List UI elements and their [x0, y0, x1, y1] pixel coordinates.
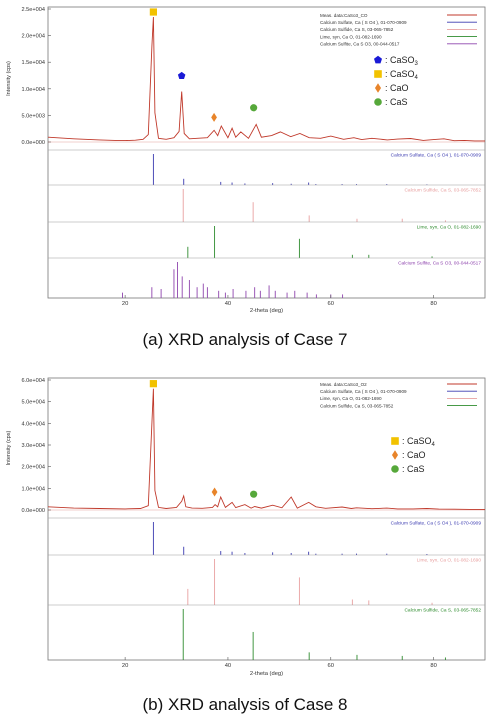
phase-legend-marker: [391, 450, 399, 460]
phase-legend-marker: [391, 465, 399, 473]
phase-legend-marker: [374, 55, 382, 64]
y-tick-label: 1.5e+004: [22, 60, 46, 66]
phase-legend-marker: [374, 83, 382, 93]
phase-legend-marker: [374, 98, 382, 106]
y-tick-label: 0.0e+000: [22, 140, 46, 146]
reference-panel-label: Calcium Sulfite, Ca S O3, 00-044-0517: [398, 261, 481, 267]
legend-entry-label: Calcium Sulfide, Ca S, 03-065-7852: [320, 27, 394, 32]
legend-entry-label: Meas. data:CaSo3_CO: [320, 13, 368, 18]
phase-legend-label: : CaS: [385, 97, 408, 107]
reference-panel-label: Calcium Sulfide, Ca S, 03-065-7852: [404, 188, 481, 194]
reference-panel-label: Calcium Sulfide, Ca S, 03-065-7852: [404, 608, 481, 614]
plot-frame: [47, 377, 486, 661]
phase-legend-label: : CaS: [402, 464, 425, 474]
y-tick-label: 2.0e+004: [22, 34, 46, 40]
peak-marker-caso3: [177, 71, 186, 79]
xrd-chart-case-7: 0.0e+000 5.0e+003 1.0e+004 1.5e+004 2.0e+004…: [6, 6, 486, 349]
legend-entry-label: Calcium Sulfide, Ca S, 03-065-7852: [320, 403, 394, 408]
x-tick-label: 80: [430, 301, 436, 307]
x-tick-label: 60: [328, 663, 334, 669]
peak-marker-cao: [211, 487, 218, 497]
x-tick-label: 20: [122, 301, 128, 307]
legend-entry-label: Lime, syn, Ca O, 01-082-1690: [320, 396, 382, 401]
y-tick-label: 2.5e+004: [22, 7, 46, 13]
legend-entry-label: Calcium Sulfate, Ca ( S O4 ), 01-070-090…: [320, 20, 407, 25]
y-tick-label: 0.0e+000: [22, 508, 46, 514]
plot-frame: [47, 6, 486, 299]
phase-legend-subscript: 3: [415, 61, 419, 67]
phase-legend-label: : CaO: [402, 450, 426, 460]
phase-legend-label: : CaO: [385, 83, 409, 93]
legend-entry-label: Meas. data:CaSo3_O2: [320, 382, 367, 387]
legend-entry-label: Calcium Sulfite, Ca S O3, 00-044-0517: [320, 42, 400, 47]
reference-panel-label: Calcium Sulfate, Ca ( S O4 ), 01-070-090…: [391, 153, 482, 159]
peak-marker-cas: [250, 104, 258, 112]
x-axis-label: 2-theta (deg): [250, 308, 283, 314]
y-axis-label: Intensity (cps): [6, 61, 12, 96]
xrd-chart-case-8: 0.0e+000 1.0e+004 2.0e+004 3.0e+004 4.0e+004…: [6, 377, 486, 714]
phase-legend-subscript: 4: [415, 75, 419, 81]
phase-legend-label: : CaSO4: [402, 436, 436, 448]
y-tick-label: 4.0e+004: [22, 421, 46, 427]
reference-panel-label: Lime, syn, Ca O, 01-082-1690: [417, 225, 482, 231]
x-axis-label: 2-theta (deg): [250, 671, 283, 677]
x-tick-label: 60: [328, 301, 334, 307]
peak-marker-cao: [211, 112, 217, 122]
x-tick-label: 40: [225, 663, 231, 669]
x-tick-label: 80: [430, 663, 436, 669]
phase-legend-marker: [374, 70, 382, 78]
peak-marker-caso4: [149, 380, 157, 388]
peak-marker-cas: [250, 490, 258, 498]
y-tick-label: 2.0e+004: [22, 465, 46, 471]
measured-pattern-line: [47, 16, 485, 142]
y-tick-label: 1.0e+004: [22, 486, 46, 492]
reference-panel-label: Calcium Sulfate, Ca ( S O4 ), 01-070-090…: [391, 521, 482, 527]
y-tick-label: 6.0e+004: [22, 378, 46, 384]
y-tick-label: 1.0e+004: [22, 87, 46, 93]
y-axis-label: Intensity (cps): [6, 430, 12, 465]
phase-legend-label: : CaSO4: [385, 69, 419, 81]
phase-legend-subscript: 4: [432, 442, 436, 448]
legend-entry-label: Lime, syn, Ca O, 01-082-1690: [320, 34, 382, 39]
phase-legend-marker: [391, 437, 399, 445]
figure-caption: (a) XRD analysis of Case 7: [142, 330, 347, 349]
y-tick-label: 5.0e+003: [22, 113, 46, 119]
phase-legend-label: : CaSO3: [385, 55, 419, 67]
y-tick-label: 3.0e+004: [22, 443, 46, 449]
legend-entry-label: Calcium Sulfate, Ca ( S O4 ), 01-070-090…: [320, 389, 407, 394]
peak-marker-caso4: [149, 8, 157, 16]
y-tick-label: 5.0e+004: [22, 400, 46, 406]
figure-caption: (b) XRD analysis of Case 8: [142, 695, 347, 714]
x-tick-label: 40: [225, 301, 231, 307]
x-tick-label: 20: [122, 663, 128, 669]
reference-panel-label: Lime, syn, Ca O, 01-082-1690: [417, 558, 482, 564]
measured-pattern-line: [47, 388, 485, 510]
